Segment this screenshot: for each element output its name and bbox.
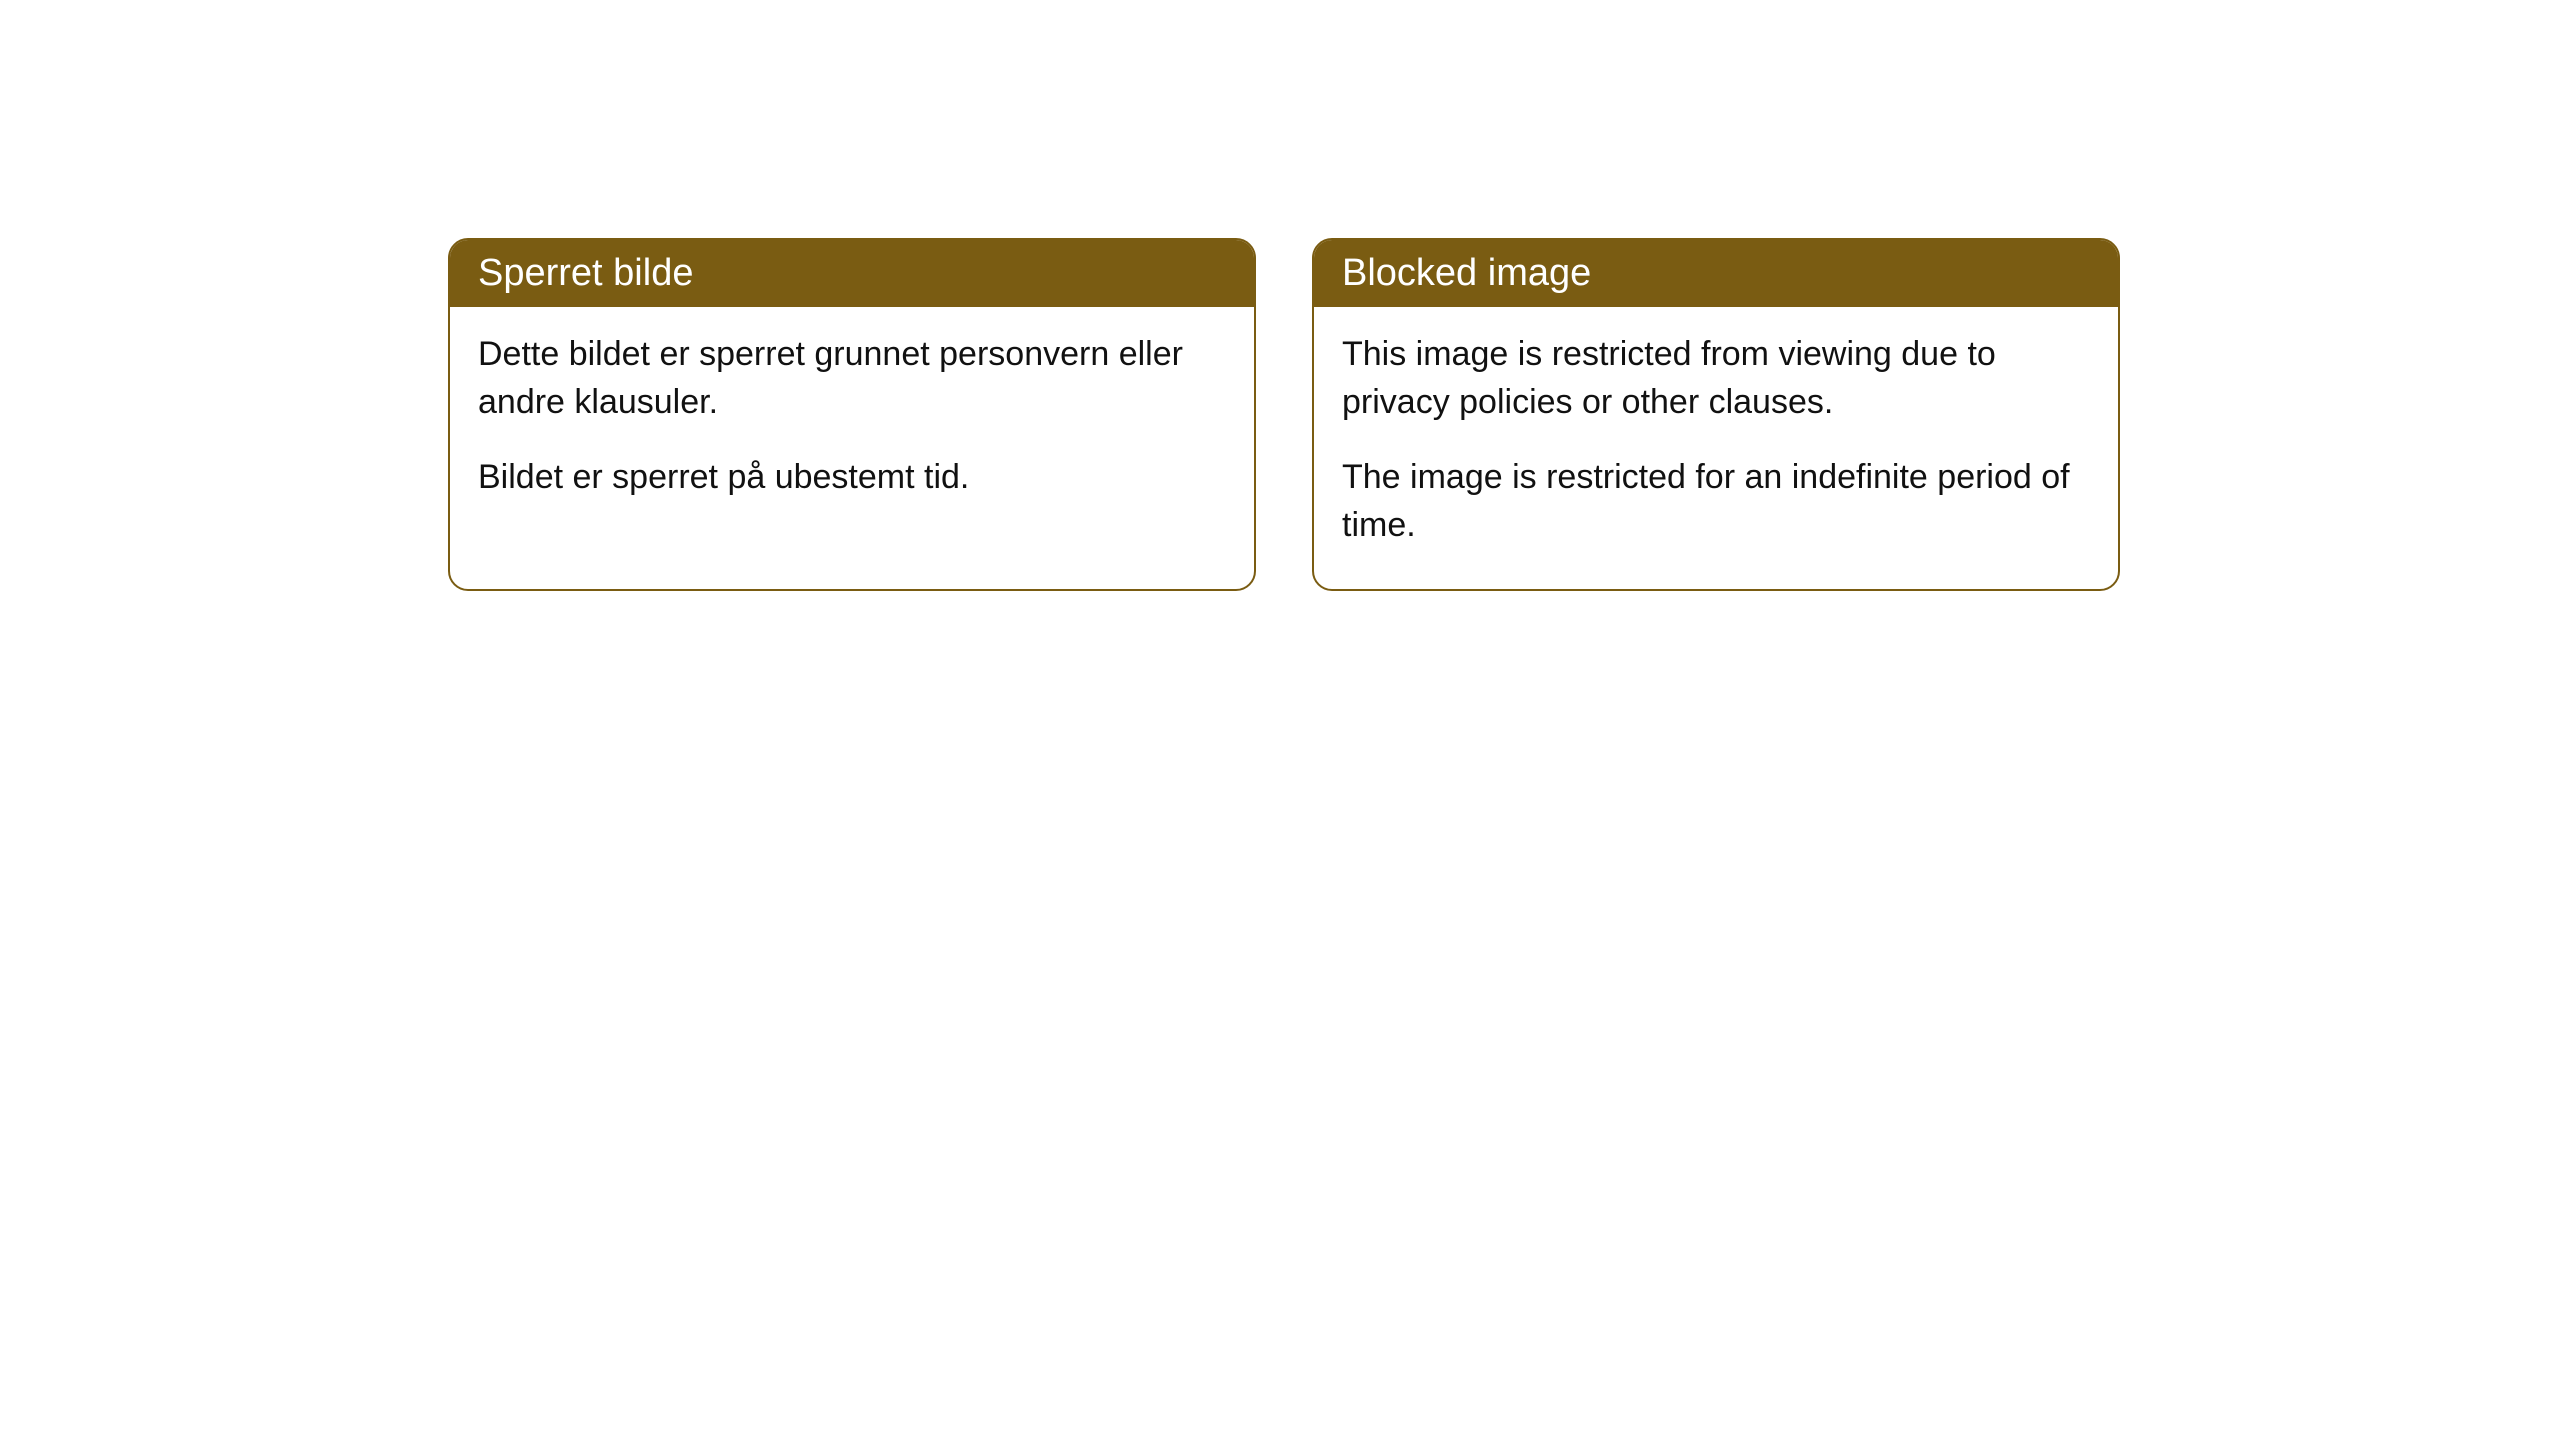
card-title: Blocked image xyxy=(1342,252,1591,294)
card-header: Blocked image xyxy=(1314,240,2118,307)
card-paragraph: Bildet er sperret på ubestemt tid. xyxy=(478,454,1226,502)
card-paragraph: This image is restricted from viewing du… xyxy=(1342,331,2090,426)
notice-card-english: Blocked image This image is restricted f… xyxy=(1312,238,2120,591)
card-paragraph: The image is restricted for an indefinit… xyxy=(1342,454,2090,549)
card-header: Sperret bilde xyxy=(450,240,1254,307)
notice-card-norwegian: Sperret bilde Dette bildet er sperret gr… xyxy=(448,238,1256,591)
card-body: This image is restricted from viewing du… xyxy=(1314,307,2118,589)
card-paragraph: Dette bildet er sperret grunnet personve… xyxy=(478,331,1226,426)
card-title: Sperret bilde xyxy=(478,252,693,294)
card-body: Dette bildet er sperret grunnet personve… xyxy=(450,307,1254,542)
notice-cards-container: Sperret bilde Dette bildet er sperret gr… xyxy=(448,238,2120,591)
